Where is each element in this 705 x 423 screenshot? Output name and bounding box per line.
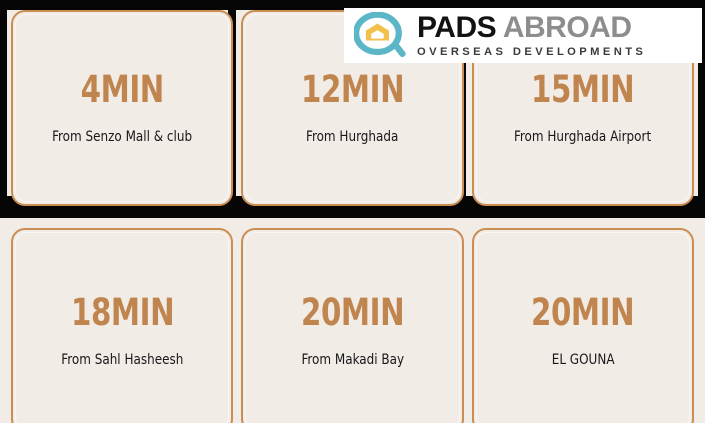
distance-card-senzo-mall[interactable]: 4MIN From Senzo Mall & club [11,10,234,206]
brand-logo[interactable]: PADS ABROAD OVERSEAS DEVELOPMENTS [344,8,702,63]
distance-card-el-gouna[interactable]: 20MIN EL GOUNA [471,228,694,423]
backdrop-band-left [0,0,7,218]
distance-card-duration: 4MIN [80,68,165,112]
distance-card-label: From Hurghada [306,129,399,146]
distance-card-label: From Makadi Bay [301,351,404,368]
brand-title: PADS ABROAD [417,10,646,44]
grid-cell: 4MIN From Senzo Mall & club [7,10,237,206]
distance-card-label: EL GOUNA [551,351,615,368]
brand-title-primary: PADS [417,10,497,44]
distance-card-label: From Hurghada Airport [514,129,652,146]
distance-card-duration: 12MIN [300,68,405,112]
grid-cell: 20MIN From Makadi Bay [237,228,467,423]
distance-card-sahl-hasheesh[interactable]: 18MIN From Sahl Hasheesh [11,228,234,423]
distance-card-duration: 20MIN [531,290,635,334]
distance-card-label: From Sahl Hasheesh [61,351,184,368]
grid-cell: 18MIN From Sahl Hasheesh [7,228,237,423]
distance-card-duration: 15MIN [531,68,635,112]
distance-card-duration: 20MIN [300,290,405,334]
brand-title-secondary: ABROAD [496,10,632,44]
backdrop-band-top [0,0,705,10]
distance-card-label: From Senzo Mall & club [52,129,193,146]
brand-subtitle: OVERSEAS DEVELOPMENTS [417,45,647,58]
grid-cell: 20MIN EL GOUNA [468,228,698,423]
distance-card-makadi-bay[interactable]: 20MIN From Makadi Bay [241,228,464,423]
distance-card-duration: 18MIN [70,290,175,334]
magnifier-house-icon [354,11,406,57]
backdrop-band-right [698,0,705,218]
brand-logo-text: PADS ABROAD OVERSEAS DEVELOPMENTS [417,10,647,58]
